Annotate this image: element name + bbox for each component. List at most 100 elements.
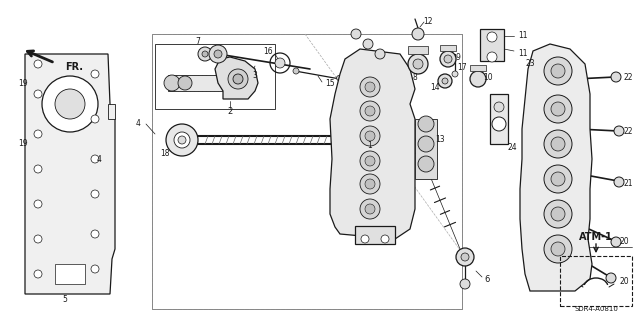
Circle shape (55, 89, 85, 119)
Text: 8: 8 (413, 72, 417, 81)
Text: 24: 24 (507, 143, 517, 152)
Text: 12: 12 (423, 17, 433, 26)
Circle shape (551, 137, 565, 151)
Bar (470, 65, 486, 71)
Bar (480, 29, 504, 61)
Circle shape (408, 54, 428, 74)
Text: 23: 23 (525, 60, 535, 69)
Text: 15: 15 (325, 79, 335, 88)
Circle shape (611, 237, 621, 247)
Bar (168, 75, 223, 91)
Bar (440, 45, 456, 51)
Circle shape (413, 59, 423, 69)
Circle shape (381, 235, 389, 243)
Circle shape (611, 72, 621, 82)
Text: 3: 3 (253, 71, 257, 80)
Circle shape (470, 71, 486, 87)
Circle shape (34, 90, 42, 98)
Bar (355, 226, 395, 244)
Circle shape (365, 106, 375, 116)
Circle shape (544, 165, 572, 193)
Text: 1: 1 (367, 142, 372, 151)
Text: 6: 6 (484, 275, 490, 284)
Text: 17: 17 (457, 63, 467, 71)
Circle shape (365, 179, 375, 189)
Circle shape (164, 75, 180, 91)
Circle shape (418, 136, 434, 152)
Bar (408, 46, 428, 54)
Text: SDR4-A0810: SDR4-A0810 (574, 306, 618, 312)
Circle shape (614, 126, 624, 136)
Bar (490, 94, 508, 144)
Circle shape (228, 69, 248, 89)
Circle shape (444, 55, 452, 63)
Circle shape (452, 71, 458, 77)
Circle shape (174, 132, 190, 148)
Polygon shape (108, 104, 115, 119)
Circle shape (360, 126, 380, 146)
Circle shape (494, 102, 504, 112)
Text: 5: 5 (63, 294, 67, 303)
Circle shape (363, 39, 373, 49)
Text: 11: 11 (518, 32, 527, 41)
Circle shape (198, 47, 212, 61)
Text: 18: 18 (160, 150, 170, 159)
Text: 4: 4 (97, 155, 101, 165)
Circle shape (551, 172, 565, 186)
Circle shape (365, 156, 375, 166)
Polygon shape (25, 54, 115, 294)
Circle shape (442, 78, 448, 84)
Circle shape (360, 199, 380, 219)
Circle shape (91, 70, 99, 78)
Circle shape (418, 116, 434, 132)
Text: 16: 16 (263, 47, 273, 56)
Text: FR.: FR. (65, 62, 83, 72)
Polygon shape (215, 57, 258, 99)
Circle shape (360, 101, 380, 121)
Text: 9: 9 (456, 53, 460, 62)
Circle shape (34, 130, 42, 138)
Circle shape (351, 29, 361, 39)
Circle shape (91, 265, 99, 273)
Circle shape (34, 235, 42, 243)
Text: 10: 10 (483, 72, 493, 81)
Circle shape (214, 50, 222, 58)
Circle shape (492, 117, 506, 131)
Circle shape (544, 130, 572, 158)
Circle shape (438, 74, 452, 88)
Circle shape (178, 76, 192, 90)
Circle shape (551, 242, 565, 256)
Circle shape (544, 95, 572, 123)
Circle shape (275, 58, 285, 68)
Text: 4: 4 (136, 120, 140, 129)
Circle shape (42, 76, 98, 132)
Circle shape (418, 156, 434, 172)
Circle shape (91, 230, 99, 238)
Circle shape (614, 177, 624, 187)
Circle shape (349, 133, 363, 147)
Text: 22: 22 (624, 72, 634, 81)
Text: 20: 20 (620, 277, 630, 286)
Circle shape (365, 204, 375, 214)
Bar (152, 34, 462, 309)
Circle shape (456, 248, 474, 266)
Bar (55, 264, 85, 284)
Circle shape (544, 57, 572, 85)
Circle shape (91, 115, 99, 123)
Circle shape (209, 45, 227, 63)
Circle shape (412, 28, 424, 40)
Circle shape (360, 77, 380, 97)
Circle shape (91, 155, 99, 163)
Circle shape (365, 131, 375, 141)
Text: 20: 20 (620, 238, 630, 247)
Bar (560, 256, 632, 306)
Bar (152, 34, 462, 309)
Text: 14: 14 (430, 83, 440, 92)
Polygon shape (520, 44, 592, 291)
Circle shape (360, 151, 380, 171)
Circle shape (544, 200, 572, 228)
Text: 19: 19 (18, 79, 28, 88)
Circle shape (34, 60, 42, 68)
Text: 2: 2 (227, 107, 232, 115)
Text: 22: 22 (624, 127, 634, 136)
